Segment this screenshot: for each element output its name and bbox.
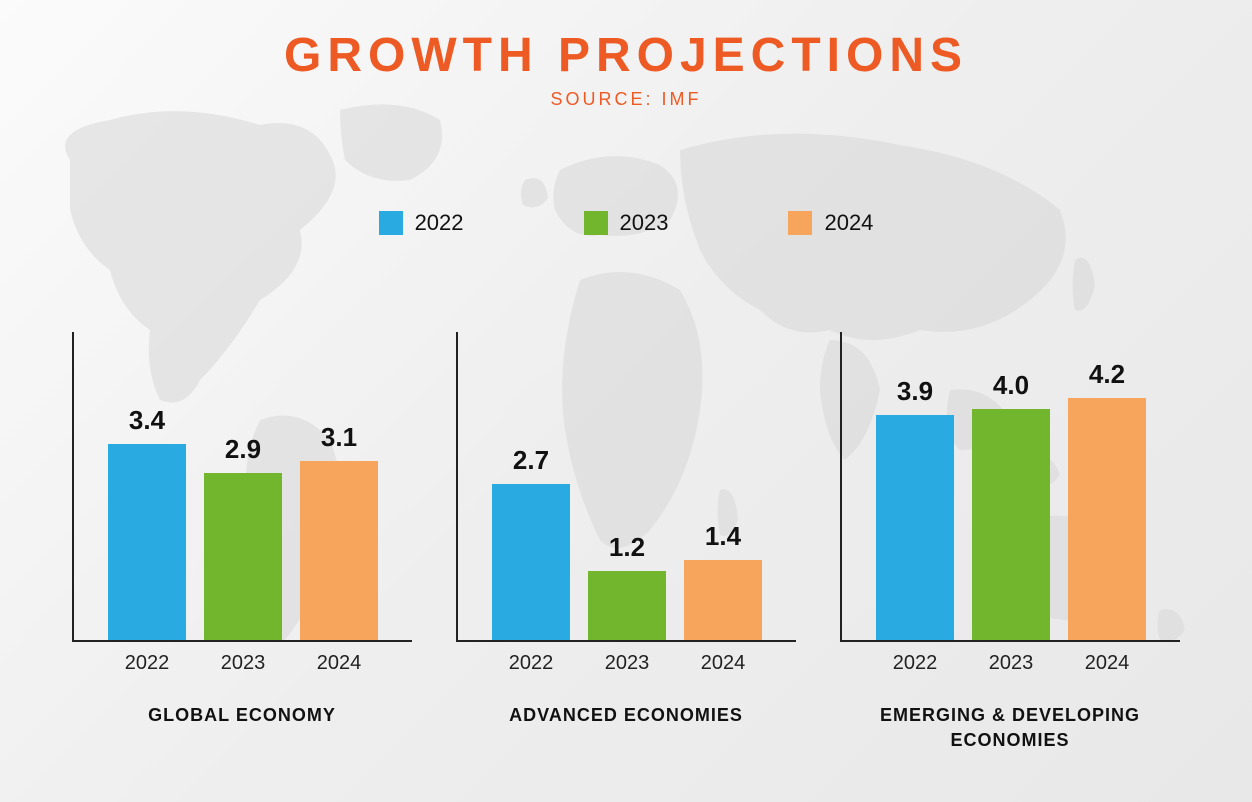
xtick-label: 2024: [1068, 652, 1146, 675]
legend-label: 2024: [824, 210, 873, 236]
bar-value-label: 3.9: [897, 376, 933, 407]
xtick-label: 2022: [108, 652, 186, 675]
bar-rect: [204, 473, 282, 641]
bar-value-label: 3.1: [321, 422, 357, 453]
legend-swatch: [379, 211, 403, 235]
bar: 1.4: [684, 521, 762, 641]
bar: 3.1: [300, 422, 378, 640]
bar-value-label: 1.4: [705, 521, 741, 552]
legend-label: 2022: [415, 210, 464, 236]
legend-label: 2023: [620, 210, 669, 236]
group-label: ADVANCED ECONOMIES: [456, 703, 796, 727]
xticks: 2022 2023 2024: [840, 642, 1180, 675]
xtick-label: 2024: [300, 652, 378, 675]
bar: 2.9: [204, 434, 282, 641]
bar-rect: [972, 409, 1050, 640]
bars-area: 3.9 4.0 4.2: [840, 332, 1180, 642]
bar-rect: [492, 484, 570, 640]
xtick-label: 2023: [588, 652, 666, 675]
xticks: 2022 2023 2024: [72, 642, 412, 675]
xtick-label: 2024: [684, 652, 762, 675]
bar-value-label: 2.7: [513, 445, 549, 476]
charts-row: 3.4 2.9 3.1 2022 2023 2024 GLOBAL ECONOMY 2.7 1.…: [0, 332, 1252, 752]
bar-value-label: 4.0: [993, 370, 1029, 401]
legend: 2022 2023 2024: [0, 210, 1252, 236]
legend-swatch: [584, 211, 608, 235]
bar: 4.2: [1068, 359, 1146, 641]
xtick-label: 2023: [972, 652, 1050, 675]
bar-rect: [1068, 398, 1146, 641]
legend-item: 2022: [379, 210, 464, 236]
bar-rect: [108, 444, 186, 640]
bar: 2.7: [492, 445, 570, 640]
bar-value-label: 1.2: [609, 532, 645, 563]
bar: 3.9: [876, 376, 954, 640]
group-label: GLOBAL ECONOMY: [72, 703, 412, 727]
bars-area: 3.4 2.9 3.1: [72, 332, 412, 642]
bar-value-label: 3.4: [129, 405, 165, 436]
bars-area: 2.7 1.2 1.4: [456, 332, 796, 642]
chart-group: 3.9 4.0 4.2 2022 2023 2024 EMERGING & DEVELOPI…: [840, 332, 1180, 752]
xtick-label: 2023: [204, 652, 282, 675]
bar-value-label: 2.9: [225, 434, 261, 465]
source-label: SOURCE: IMF: [0, 89, 1252, 110]
chart-group: 3.4 2.9 3.1 2022 2023 2024 GLOBAL ECONOMY: [72, 332, 412, 752]
bar-value-label: 4.2: [1089, 359, 1125, 390]
xtick-label: 2022: [492, 652, 570, 675]
bar-rect: [684, 560, 762, 641]
bar: 4.0: [972, 370, 1050, 640]
bar-rect: [300, 461, 378, 640]
legend-item: 2023: [584, 210, 669, 236]
bar-rect: [876, 415, 954, 640]
bar: 3.4: [108, 405, 186, 640]
chart-group: 2.7 1.2 1.4 2022 2023 2024 ADVANCED ECONOMIES: [456, 332, 796, 752]
xtick-label: 2022: [876, 652, 954, 675]
xticks: 2022 2023 2024: [456, 642, 796, 675]
bar: 1.2: [588, 532, 666, 640]
page-title: GROWTH PROJECTIONS: [0, 0, 1252, 83]
legend-item: 2024: [788, 210, 873, 236]
group-label: EMERGING & DEVELOPINGECONOMIES: [840, 703, 1180, 752]
legend-swatch: [788, 211, 812, 235]
bar-rect: [588, 571, 666, 640]
